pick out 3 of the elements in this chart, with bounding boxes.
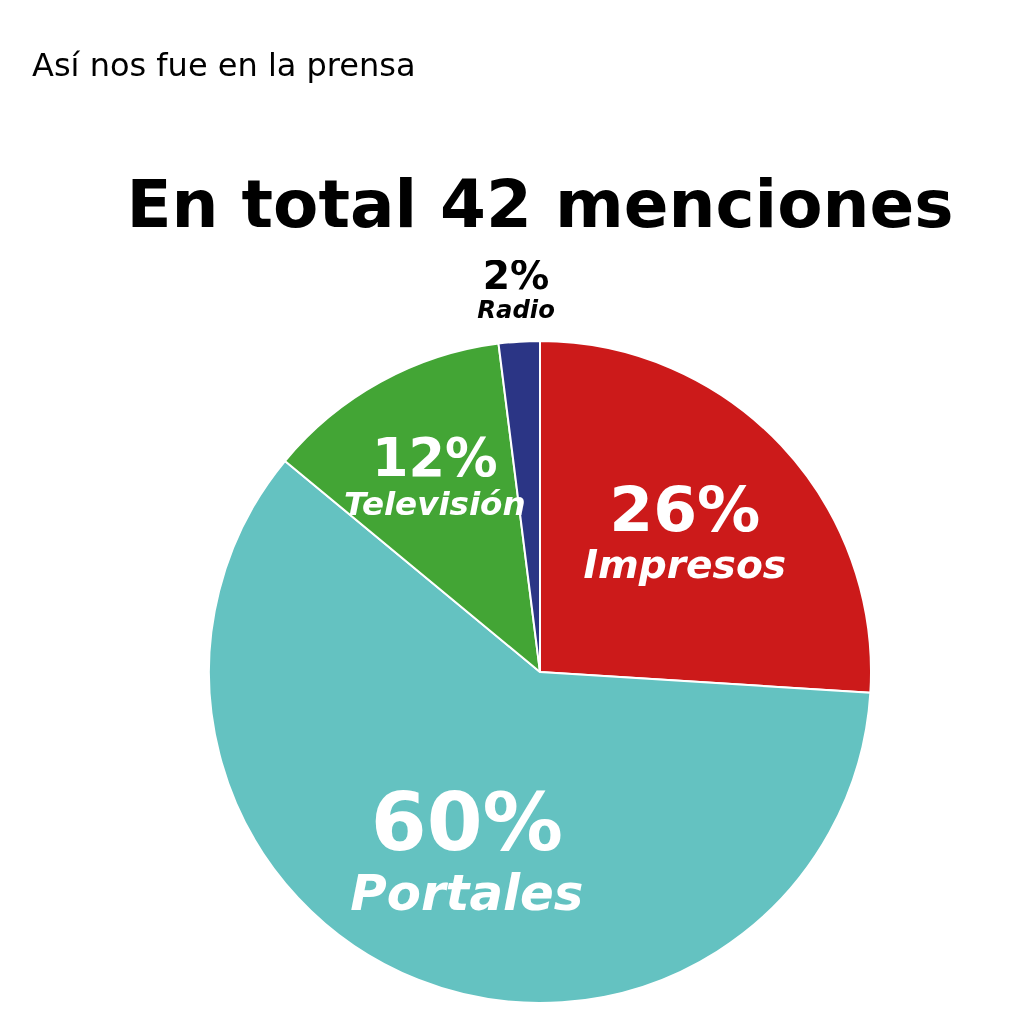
data-label: 12% bbox=[371, 427, 498, 489]
chart-subtitle: Así nos fue en la prensa bbox=[32, 46, 416, 84]
chart-title: En total 42 menciones bbox=[125, 166, 955, 243]
